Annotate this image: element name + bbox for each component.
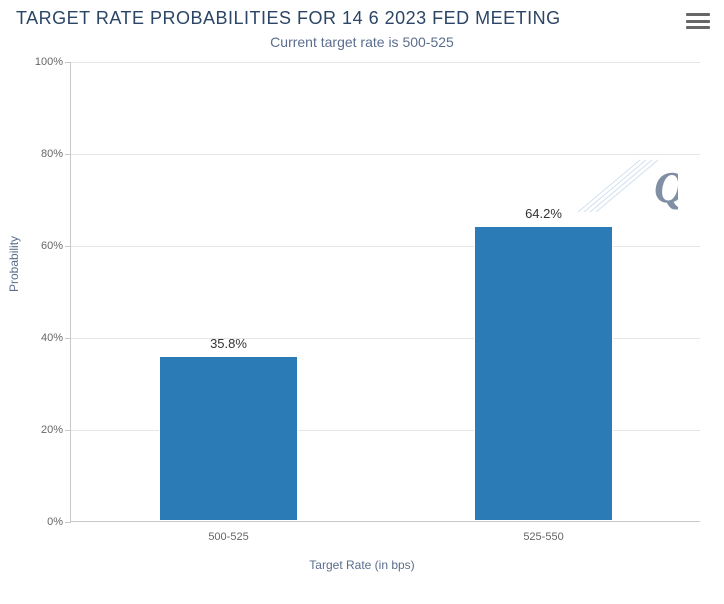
svg-text:Q: Q	[654, 163, 678, 212]
y-tick	[65, 62, 71, 63]
plot-area: Q 0%20%40%60%80%100%35.8%500-52564.2%525…	[70, 62, 700, 522]
y-tick-label: 0%	[47, 516, 63, 528]
y-tick	[65, 522, 71, 523]
chart-menu-button[interactable]	[686, 10, 710, 32]
watermark-q-icon: Q	[578, 154, 678, 218]
y-tick-label: 20%	[41, 424, 63, 436]
bar-value-label: 35.8%	[210, 336, 247, 351]
x-axis-title: Target Rate (in bps)	[0, 558, 724, 572]
y-tick-label: 40%	[41, 332, 63, 344]
chart-title: TARGET RATE PROBABILITIES FOR 14 6 2023 …	[16, 8, 561, 29]
x-tick-label: 525-550	[523, 531, 563, 543]
y-tick	[65, 154, 71, 155]
y-tick-label: 80%	[41, 148, 63, 160]
hamburger-icon	[686, 13, 710, 16]
bar[interactable]	[474, 226, 613, 521]
bar[interactable]	[159, 356, 298, 521]
y-tick	[65, 338, 71, 339]
gridline	[71, 154, 700, 155]
y-tick	[65, 430, 71, 431]
y-tick-label: 100%	[35, 56, 63, 68]
bar-value-label: 64.2%	[525, 206, 562, 221]
gridline	[71, 62, 700, 63]
y-axis-title: Probability	[7, 236, 21, 292]
chart-subtitle: Current target rate is 500-525	[0, 34, 724, 50]
y-tick-label: 60%	[41, 240, 63, 252]
x-tick-label: 500-525	[208, 531, 248, 543]
y-tick	[65, 246, 71, 247]
